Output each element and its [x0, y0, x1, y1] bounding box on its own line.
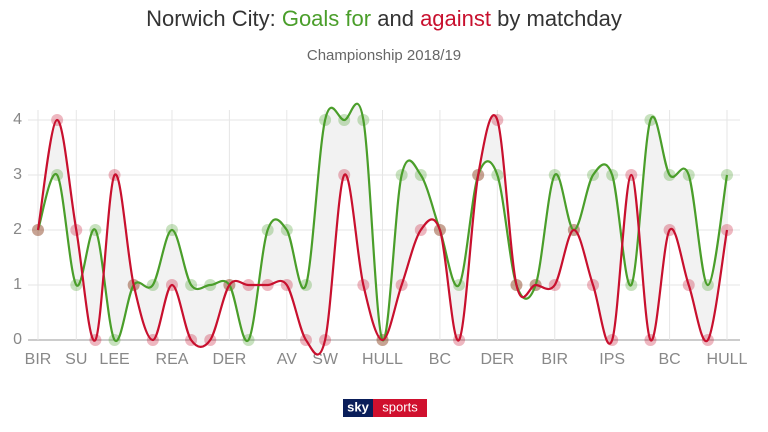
- line: [36, 114, 729, 356]
- title-part: Norwich City:: [146, 6, 276, 31]
- legend-for: Goals for: [282, 6, 371, 31]
- y-tick-label: 4: [13, 111, 22, 128]
- y-tick-label: 1: [13, 276, 22, 293]
- x-tick-label: REA: [156, 351, 189, 368]
- x-tick-label: BIR: [25, 351, 52, 368]
- plot: 0 1 2 3 4 BIR SU LEE REA DER AV SW HULL BC DER BIR IPS BC…: [13, 102, 748, 368]
- legend-against: against: [420, 6, 491, 31]
- x-tick-label: LEE: [99, 351, 129, 368]
- chart-title: Norwich City: Goals for and against by m…: [146, 6, 622, 31]
- logo-bg: [343, 399, 373, 417]
- logo-text: sky: [347, 399, 369, 414]
- x-tick-label: DER: [212, 351, 246, 368]
- x-tick-label: HULL: [707, 351, 748, 368]
- x-tick-label: AV: [277, 351, 297, 368]
- x-tick-label: BC: [429, 351, 451, 368]
- x-tick-label: IPS: [599, 351, 625, 368]
- y-tick-label: 3: [13, 166, 22, 183]
- title-part: and: [377, 6, 414, 31]
- y-tick-label: 0: [13, 331, 22, 348]
- line: [36, 102, 729, 342]
- y-tick-label: 2: [13, 221, 22, 238]
- logo-text: sports: [382, 399, 418, 414]
- logo-bg: [373, 399, 427, 417]
- x-tick-label: SU: [65, 351, 87, 368]
- chart-subtitle: Championship 2018/19: [307, 47, 461, 64]
- x-tick-label: SW: [312, 351, 339, 368]
- title-part: by matchday: [497, 6, 622, 31]
- x-tick-label: DER: [480, 351, 514, 368]
- gap-area: [38, 103, 727, 355]
- x-tick-label: BC: [658, 351, 680, 368]
- x-tick-label: BIR: [541, 351, 568, 368]
- x-tick-label: HULL: [362, 351, 403, 368]
